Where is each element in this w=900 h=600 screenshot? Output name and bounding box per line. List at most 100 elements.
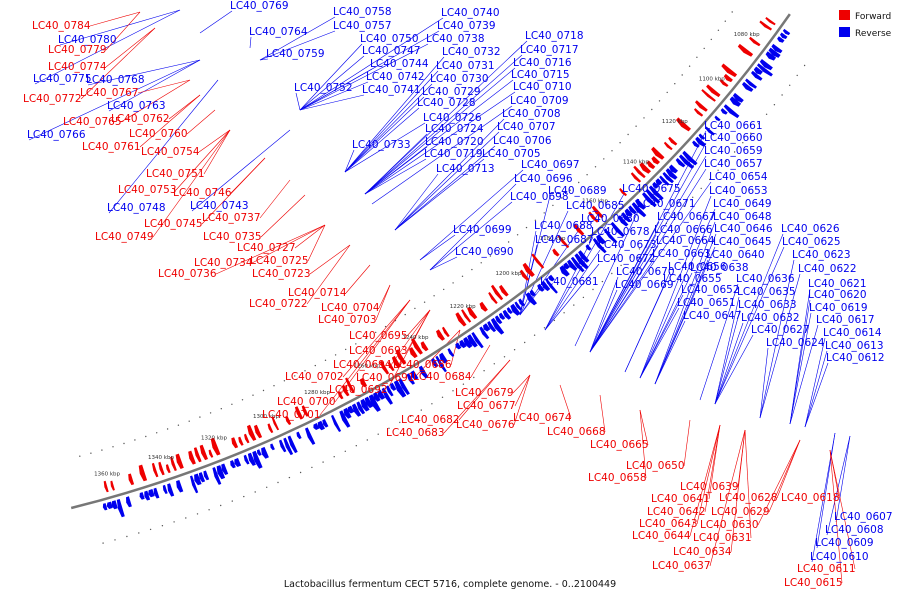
reverse-gene-label: LC40_0670 — [616, 266, 675, 278]
reverse-gene-arrow — [270, 443, 275, 451]
outer-tick-dot — [431, 403, 433, 405]
reverse-gene-label: LC40_0708 — [502, 108, 561, 120]
reverse-gene-label: LC40_0625 — [782, 236, 841, 248]
inner-tick-dot — [231, 403, 233, 405]
reverse-gene-arrow — [487, 321, 497, 333]
reverse-gene-label: LC40_0621 — [808, 278, 867, 290]
reverse-gene-label: LC40_0654 — [709, 171, 768, 183]
forward-leader-line — [175, 129, 231, 191]
reverse-leader-line — [639, 195, 712, 379]
forward-gene-label: LC40_0643 — [639, 518, 698, 530]
forward-gene-label: LC40_0767 — [80, 87, 139, 99]
reverse-leader-line — [299, 81, 369, 111]
outer-tick-dot — [733, 151, 736, 153]
forward-gene-label: LC40_0692 — [329, 384, 388, 396]
reverse-gene-arrow — [364, 396, 374, 409]
reverse-leader-line — [364, 158, 427, 195]
reverse-leader-line — [826, 435, 851, 536]
reverse-gene-arrow — [479, 326, 490, 340]
reverse-gene-label: LC40_0646 — [714, 223, 773, 235]
forward-leader-line — [704, 424, 721, 513]
reverse-leader-line — [589, 289, 618, 353]
inner-tick-dot — [603, 158, 605, 160]
reverse-leader-line — [191, 129, 291, 212]
reverse-leader-line — [249, 36, 252, 49]
forward-gene-label: LC40_0629 — [711, 506, 770, 518]
reverse-gene-label: LC40_0713 — [436, 163, 495, 175]
legend: Forward Reverse — [839, 10, 892, 39]
reverse-gene-label: LC40_0680 — [581, 213, 640, 225]
reverse-gene-label: LC40_0720 — [425, 136, 484, 148]
inner-tick-dot — [611, 150, 613, 152]
forward-gene-label: LC40_0751 — [146, 168, 205, 180]
forward-gene-label: LC40_0665 — [590, 439, 649, 451]
outer-tick-dot — [683, 205, 685, 207]
forward-gene-label: LC40_0677 — [457, 400, 516, 412]
outer-tick-dot — [441, 396, 444, 398]
outer-tick-dot — [452, 390, 454, 392]
reverse-gene-arrow — [261, 446, 269, 459]
reverse-gene-arrow — [339, 410, 351, 428]
forward-leader-line — [458, 359, 511, 421]
forward-gene-arrow — [633, 165, 646, 179]
reverse-gene-label: LC40_0661 — [704, 120, 763, 132]
reverse-gene-label: LC40_0728 — [417, 97, 476, 109]
forward-gene-arrow — [695, 100, 708, 112]
reverse-gene-label: LC40_0764 — [249, 26, 308, 38]
reverse-gene-arrow — [279, 439, 287, 453]
reverse-gene-label: LC40_0653 — [709, 185, 768, 197]
inner-tick-dot — [471, 268, 473, 271]
reverse-gene-arrow — [167, 483, 175, 497]
forward-gene-arrow — [723, 73, 733, 83]
reverse-gene-label: LC40_0696 — [514, 173, 573, 185]
kbp-tick-label: 1360 kbp — [94, 472, 120, 478]
map-caption: Lactobacillus fermentum CECT 5716, compl… — [284, 579, 616, 590]
reverse-gene-arrow — [498, 312, 506, 320]
outer-tick-dot — [750, 132, 752, 134]
forward-gene-arrow — [651, 146, 665, 160]
reverse-gene-arrow — [510, 303, 521, 316]
kbp-tick-label: 1340 kbp — [148, 455, 174, 461]
reverse-gene-label: LC40_0741 — [362, 84, 421, 96]
reverse-gene-label: LC40_0647 — [683, 310, 742, 322]
forward-gene-arrow — [552, 248, 560, 257]
reverse-gene-arrow — [126, 496, 132, 508]
outer-tick-dot — [573, 304, 575, 306]
reverse-gene-label: LC40_0671 — [637, 198, 696, 210]
outer-tick-dot — [611, 272, 613, 275]
outer-tick-dot — [355, 445, 357, 447]
forward-gene-arrow — [254, 424, 263, 439]
forward-leader-line — [696, 424, 721, 525]
forward-gene-arrow — [285, 415, 292, 425]
inner-tick-dot — [627, 133, 629, 136]
reverse-leader-line — [759, 347, 769, 419]
reverse-leader-line — [589, 181, 712, 353]
forward-leader-line — [139, 94, 201, 148]
reverse-gene-label: LC40_0614 — [823, 327, 882, 339]
forward-gene-label: LC40_0695 — [349, 330, 408, 342]
outer-tick-dot — [789, 84, 791, 87]
kbp-tick-label: 1180 kbp — [540, 236, 566, 242]
reverse-gene-label: LC40_0689 — [548, 185, 607, 197]
reverse-leader-line — [299, 55, 365, 111]
reverse-gene-arrow — [624, 208, 633, 217]
reverse-gene-label: LC40_0675 — [622, 183, 681, 195]
outer-tick-dot — [333, 456, 335, 458]
reverse-gene-arrow — [720, 108, 728, 115]
reverse-leader-line — [364, 91, 516, 195]
inner-tick-dot — [188, 420, 190, 422]
reverse-gene-arrow — [603, 228, 618, 244]
reverse-leader-line — [759, 259, 795, 419]
reverse-gene-arrow — [356, 401, 366, 415]
reverse-gene-label: LC40_0738 — [426, 33, 485, 45]
reverse-leader-line — [429, 256, 458, 271]
reverse-gene-arrow — [765, 51, 777, 61]
reverse-gene-label: LC40_0739 — [437, 20, 496, 32]
outer-tick-dot — [601, 280, 604, 283]
kbp-tick-label: 1260 kbp — [354, 363, 380, 369]
reverse-gene-arrow — [635, 198, 646, 210]
forward-gene-arrow — [244, 433, 250, 444]
legend-reverse-label: Reverse — [855, 29, 892, 39]
forward-gene-arrow — [461, 309, 472, 323]
reverse-gene-arrow — [463, 336, 473, 349]
